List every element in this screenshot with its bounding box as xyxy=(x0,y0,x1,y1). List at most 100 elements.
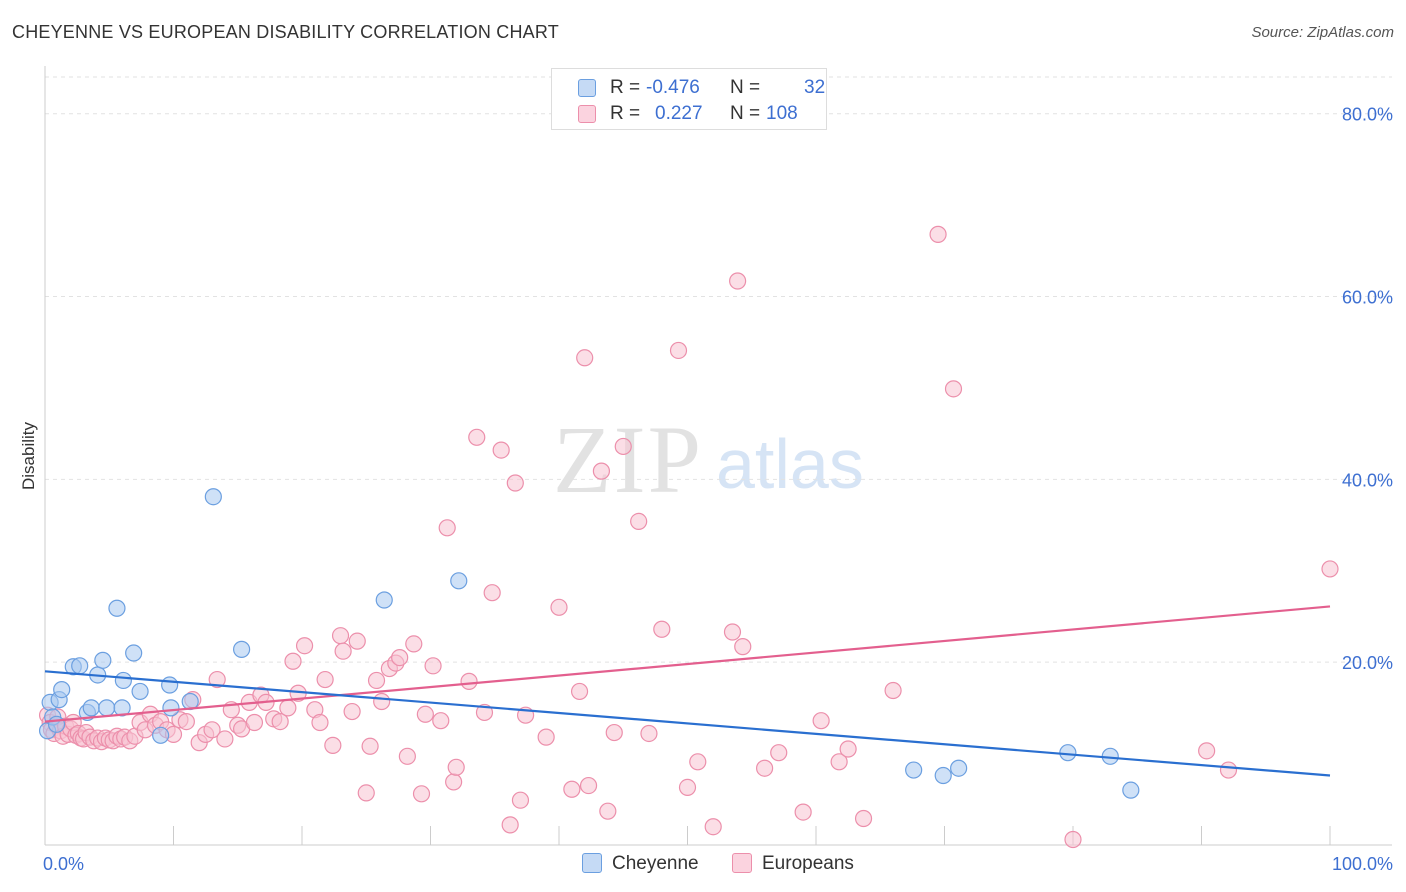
europeans-point xyxy=(729,272,747,290)
europeans-point xyxy=(343,702,361,721)
europeans-point xyxy=(570,682,589,701)
europeans-point xyxy=(373,692,391,711)
cheyenne-point xyxy=(113,699,131,717)
europeans-point xyxy=(412,785,431,803)
europeans-point xyxy=(492,441,510,459)
europeans-point xyxy=(438,519,456,537)
cheyenne-point xyxy=(161,676,179,694)
cheyenne-point xyxy=(82,699,100,717)
bottom-legend-label-cheyenne: Cheyenne xyxy=(612,853,699,874)
cheyenne-point xyxy=(204,488,222,506)
europeans-point xyxy=(579,776,598,795)
europeans-point xyxy=(929,225,947,243)
bottom-legend-swatch-europeans xyxy=(732,853,752,873)
europeans-point xyxy=(432,712,450,730)
europeans-point xyxy=(704,818,722,836)
europeans-point xyxy=(348,632,366,650)
europeans-point xyxy=(640,724,658,743)
europeans-point xyxy=(592,462,611,480)
bottom-legend-swatch-cheyenne xyxy=(582,853,602,873)
source-label: Source: ZipAtlas.com xyxy=(1251,24,1394,41)
europeans-point xyxy=(653,620,671,638)
legend-n-label: N = xyxy=(730,77,761,98)
europeans-point xyxy=(357,784,375,802)
cheyenne-point xyxy=(125,644,143,662)
cheyenne-point xyxy=(1059,744,1077,762)
europeans-point xyxy=(391,649,409,667)
cheyenne-point xyxy=(233,640,251,658)
europeans-point xyxy=(245,713,264,732)
europeans-point xyxy=(794,803,812,821)
legend-swatch-europeans xyxy=(578,105,596,123)
europeans-point xyxy=(311,713,329,732)
europeans-point xyxy=(812,712,830,730)
cheyenne-point xyxy=(905,761,923,779)
correlation-legend: R = -0.476 N = 32 R = 0.227 N = 108 xyxy=(551,68,827,130)
watermark: ZIP atlas xyxy=(553,406,864,513)
cheyenne-trendline xyxy=(44,670,1331,777)
europeans-point xyxy=(511,791,530,809)
legend-r-label: R = xyxy=(610,77,641,98)
europeans-point xyxy=(605,723,623,742)
y-tick-label: 60.0% xyxy=(1342,288,1393,308)
europeans-point xyxy=(599,802,617,820)
europeans-point xyxy=(460,672,478,690)
cheyenne-point xyxy=(162,699,180,717)
europeans-point xyxy=(944,380,963,398)
cheyenne-point xyxy=(94,651,112,669)
cheyenne-point xyxy=(108,599,126,617)
europeans-point xyxy=(537,728,555,746)
europeans-point xyxy=(398,747,416,765)
europeans-point xyxy=(689,753,707,771)
europeans-point xyxy=(506,474,524,492)
cheyenne-point xyxy=(71,657,89,675)
legend-r-value: 0.227 xyxy=(655,103,703,124)
europeans-point xyxy=(501,816,519,834)
europeans-point xyxy=(334,642,352,660)
europeans-point xyxy=(614,437,632,456)
europeans-point xyxy=(177,712,195,731)
cheyenne-point xyxy=(114,671,132,690)
europeans-point xyxy=(361,737,379,755)
europeans-point xyxy=(295,637,314,655)
europeans-point xyxy=(770,744,788,762)
europeans-point xyxy=(445,773,463,791)
europeans-point xyxy=(208,670,226,689)
europeans-point xyxy=(216,730,234,748)
cheyenne-point xyxy=(950,759,968,777)
legend-r-label: R = xyxy=(610,103,641,124)
europeans-point xyxy=(203,721,221,739)
europeans-trendline xyxy=(44,605,1331,723)
europeans-point xyxy=(324,736,342,754)
cheyenne-point xyxy=(98,699,116,717)
chart-title: CHEYENNE VS EUROPEAN DISABILITY CORRELAT… xyxy=(12,22,559,42)
europeans-point xyxy=(331,627,350,645)
europeans-point xyxy=(576,349,594,367)
europeans-point xyxy=(734,638,752,656)
cheyenne-point xyxy=(375,591,393,609)
cheyenne-point xyxy=(1122,781,1140,799)
europeans-point xyxy=(447,758,465,776)
europeans-point xyxy=(884,681,902,700)
legend-swatch-cheyenne xyxy=(578,79,596,97)
watermark-atlas: atlas xyxy=(716,425,864,503)
europeans-point xyxy=(550,598,568,616)
europeans-point xyxy=(669,341,688,360)
europeans-point xyxy=(483,584,501,602)
europeans-point xyxy=(475,703,494,722)
europeans-point xyxy=(678,778,697,797)
europeans-point xyxy=(1064,830,1082,849)
trend-lines xyxy=(44,605,1331,777)
y-axis-title: Disability xyxy=(19,421,38,490)
europeans-point xyxy=(416,705,434,723)
europeans-point xyxy=(755,759,774,777)
data-points xyxy=(38,225,1339,849)
europeans-point xyxy=(271,712,289,731)
legend-n-label: N = xyxy=(730,103,761,124)
europeans-point xyxy=(316,670,334,689)
x-tick-label-min: 0.0% xyxy=(43,854,84,874)
europeans-point xyxy=(284,652,302,670)
cheyenne-point xyxy=(53,680,71,699)
cheyenne-point xyxy=(934,766,952,785)
